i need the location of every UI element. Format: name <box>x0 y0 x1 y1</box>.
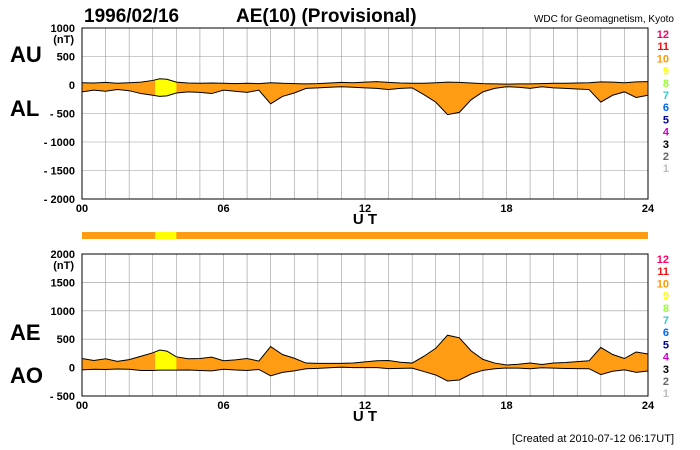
x-tick-label: 12 <box>359 203 371 215</box>
legend-entry: 3 <box>663 364 669 376</box>
y-tick-label: 500 <box>57 334 75 346</box>
legend-entry: 8 <box>663 303 669 315</box>
envelope-fill <box>82 78 648 115</box>
y-tick-label: 1000 <box>51 306 75 318</box>
legend-entry: 6 <box>663 102 669 114</box>
legend-entry: 7 <box>663 90 669 102</box>
series-label-au: AU <box>10 42 42 67</box>
envelope-highlight <box>155 78 177 97</box>
y-tick-label: - 500 <box>50 391 75 403</box>
legend-entry: 1 <box>663 163 669 175</box>
unit-label: (nT) <box>53 34 74 46</box>
series-line-ao <box>81 366 649 382</box>
series-label-ao: AO <box>10 363 43 388</box>
y-tick-label: - 1500 <box>44 166 75 178</box>
series-label-ae: AE <box>10 320 41 345</box>
color-bar-segment <box>82 232 648 239</box>
x-tick-label: 18 <box>500 203 512 215</box>
legend-entry: 7 <box>663 315 669 327</box>
legend-entry: 11 <box>657 41 669 53</box>
x-tick-label: 24 <box>642 400 655 412</box>
au-al-panel: 1000 500 0 - 500 - 1000 - 1500 - 2000 (nT) 00 06 1… <box>10 23 655 228</box>
legend-entry: 2 <box>663 151 669 163</box>
legend-entry: 5 <box>663 114 669 126</box>
x-tick-label: 06 <box>217 400 229 412</box>
y-tick-label: 2000 <box>51 249 75 261</box>
envelope-highlight <box>155 350 177 371</box>
legend-entry: 11 <box>657 266 669 278</box>
x-tick-label: 06 <box>217 203 229 215</box>
x-tick-label: 12 <box>359 400 371 412</box>
x-tick-label: 00 <box>76 400 88 412</box>
legend-entry: 4 <box>663 352 670 364</box>
legend-entry: 6 <box>663 327 669 339</box>
y-tick-label: 0 <box>69 80 75 92</box>
series-label-al: AL <box>10 96 39 121</box>
activity-color-bar <box>82 232 648 239</box>
index-title: AE(10) (Provisional) <box>236 6 417 27</box>
x-tick-label: 24 <box>642 203 655 215</box>
series-line-ae <box>81 334 649 366</box>
x-tick-label: 00 <box>76 203 88 215</box>
x-axis-label: U T <box>353 211 377 228</box>
x-tick-label: 18 <box>500 400 512 412</box>
plot-frame <box>81 253 649 397</box>
ae-ao-panel: 2000 1500 1000 500 0 - 500 (nT) 00 06 12 18 24 U T AE… <box>10 249 655 425</box>
legend-entry: 8 <box>663 78 669 90</box>
grid <box>82 253 648 397</box>
created-timestamp: [Created at 2010-07-12 06:17UT] <box>512 433 674 445</box>
y-tick-label: 1500 <box>51 277 75 289</box>
legend-entry: 12 <box>657 29 669 41</box>
y-tick-label: - 1000 <box>44 137 75 149</box>
color-bar-segment <box>155 232 177 239</box>
legend-entry: 4 <box>663 127 670 139</box>
data-source: WDC for Geomagnetism, Kyoto <box>534 14 674 25</box>
y-tick-label: 0 <box>69 363 75 375</box>
legend-entry: 10 <box>657 278 669 290</box>
y-tick-label: 1000 <box>51 23 75 35</box>
series-line-al <box>81 86 649 116</box>
y-tick-label: 500 <box>57 52 75 64</box>
unit-label: (nT) <box>53 260 74 272</box>
legend-entry: 9 <box>663 291 669 303</box>
series-line-au <box>81 78 649 85</box>
y-tick-label: - 500 <box>50 109 75 121</box>
x-axis-label: U T <box>353 408 377 425</box>
legend-entry: 5 <box>663 339 669 351</box>
legend-entry: 1 <box>663 388 669 400</box>
legend-entry: 3 <box>663 139 669 151</box>
legend-entry: 9 <box>663 66 669 78</box>
plot-frame <box>81 27 649 200</box>
y-tick-label: - 2000 <box>44 194 75 206</box>
legend-entry: 12 <box>657 254 669 266</box>
plot-date: 1996/02/16 <box>84 6 179 27</box>
legend-entry: 2 <box>663 376 669 388</box>
legend-entry: 10 <box>657 53 669 65</box>
grid <box>82 27 648 200</box>
